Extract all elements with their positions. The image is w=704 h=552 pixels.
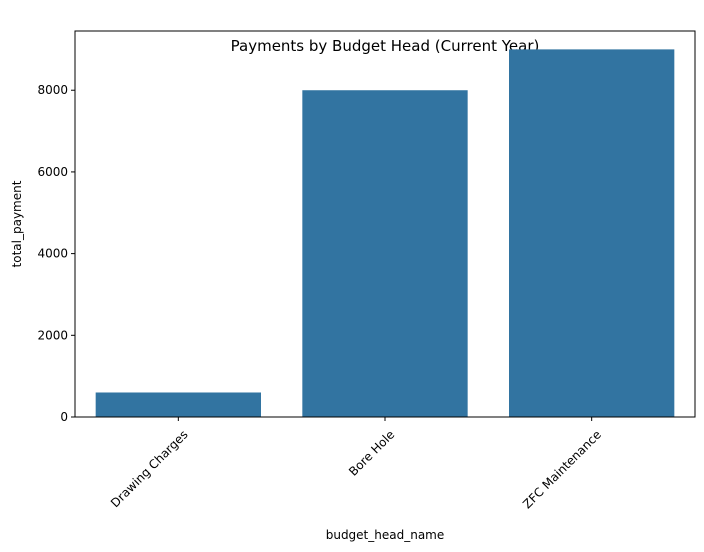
y-tick-label: 6000	[37, 165, 68, 179]
bar-bore-hole	[302, 90, 468, 417]
y-axis-label: total_payment	[10, 180, 24, 267]
y-tick-label: 8000	[37, 83, 68, 97]
chart-title: Payments by Budget Head (Current Year)	[231, 37, 540, 55]
x-tick-label: Bore Hole	[346, 427, 397, 478]
y-axis: 0 2000 4000 6000 8000	[37, 83, 75, 424]
y-tick-label: 2000	[37, 328, 68, 342]
y-tick-label: 0	[60, 410, 68, 424]
bar-zfc-maintenance	[509, 49, 675, 417]
bars	[95, 49, 675, 417]
x-tick-label: ZFC Maintenance	[520, 427, 604, 511]
x-axis: Drawing Charges Bore Hole ZFC Maintenance	[108, 417, 604, 511]
x-axis-label: budget_head_name	[326, 528, 445, 542]
x-tick-label: Drawing Charges	[108, 427, 191, 510]
bar-drawing-charges	[95, 392, 261, 417]
y-tick-label: 4000	[37, 247, 68, 261]
